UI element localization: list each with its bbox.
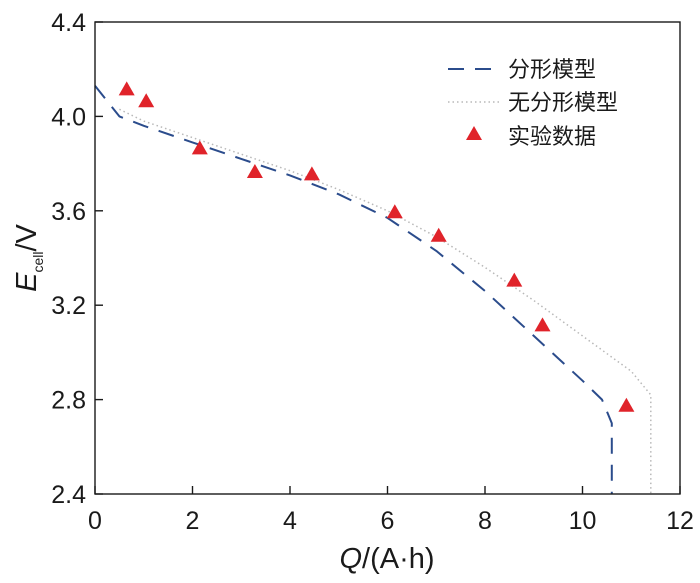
data-point-8 bbox=[534, 317, 551, 332]
data-point-3 bbox=[246, 164, 263, 178]
legend-label-experimental: 实验数据 bbox=[508, 125, 596, 150]
x-tick-label: 4 bbox=[283, 507, 297, 535]
series-line-1 bbox=[119, 108, 652, 494]
legend-item-nonfractal: 无分形模型 bbox=[448, 91, 618, 116]
x-tick-label: 0 bbox=[88, 507, 102, 535]
y-tick-label: 2.8 bbox=[51, 387, 86, 415]
y-tick-label: 3.6 bbox=[51, 198, 86, 226]
data-point-9 bbox=[618, 397, 635, 412]
x-tick-label: 8 bbox=[478, 507, 492, 535]
data-point-5 bbox=[386, 204, 403, 219]
x-tick-label: 12 bbox=[666, 507, 694, 535]
legend-item-fractal: 分形模型 bbox=[448, 58, 596, 83]
legend-item-experimental: 实验数据 bbox=[466, 125, 596, 150]
x-tick-label: 2 bbox=[186, 507, 200, 535]
y-tick-label: 4.0 bbox=[51, 103, 86, 131]
plot-markers bbox=[118, 81, 635, 412]
x-tick-label: 6 bbox=[381, 507, 395, 535]
y-tick-label: 4.4 bbox=[51, 9, 86, 37]
y-tick-label: 3.2 bbox=[51, 292, 86, 320]
data-point-6 bbox=[430, 227, 447, 242]
x-tick-label: 10 bbox=[569, 507, 597, 535]
legend: 分形模型 无分形模型 实验数据 bbox=[448, 58, 618, 150]
data-point-7 bbox=[506, 272, 523, 287]
data-point-4 bbox=[303, 166, 320, 181]
y-axis-title-sub: cell bbox=[30, 252, 46, 273]
legend-label-nonfractal: 无分形模型 bbox=[508, 91, 618, 116]
legend-swatch-experimental bbox=[466, 126, 482, 140]
x-axis-title: Q/(A·h) bbox=[339, 543, 434, 575]
data-point-2 bbox=[191, 140, 208, 155]
data-point-1 bbox=[138, 93, 155, 108]
tick-labels: 0 2 4 6 8 10 12 2.4 2.8 3.2 3.6 4.0 4.4 bbox=[51, 9, 694, 535]
y-tick-label: 2.4 bbox=[51, 481, 86, 509]
legend-label-fractal: 分形模型 bbox=[508, 58, 596, 83]
x-axis-title-main: Q bbox=[339, 543, 362, 575]
y-axis-title-unit: /V bbox=[11, 223, 43, 251]
y-axis-title: Ecell/V bbox=[11, 223, 46, 291]
axis-ticks bbox=[94, 21, 681, 495]
data-point-0 bbox=[118, 81, 135, 96]
y-axis-title-main: E bbox=[11, 272, 43, 292]
x-axis-title-unit: /(A·h) bbox=[362, 543, 435, 575]
